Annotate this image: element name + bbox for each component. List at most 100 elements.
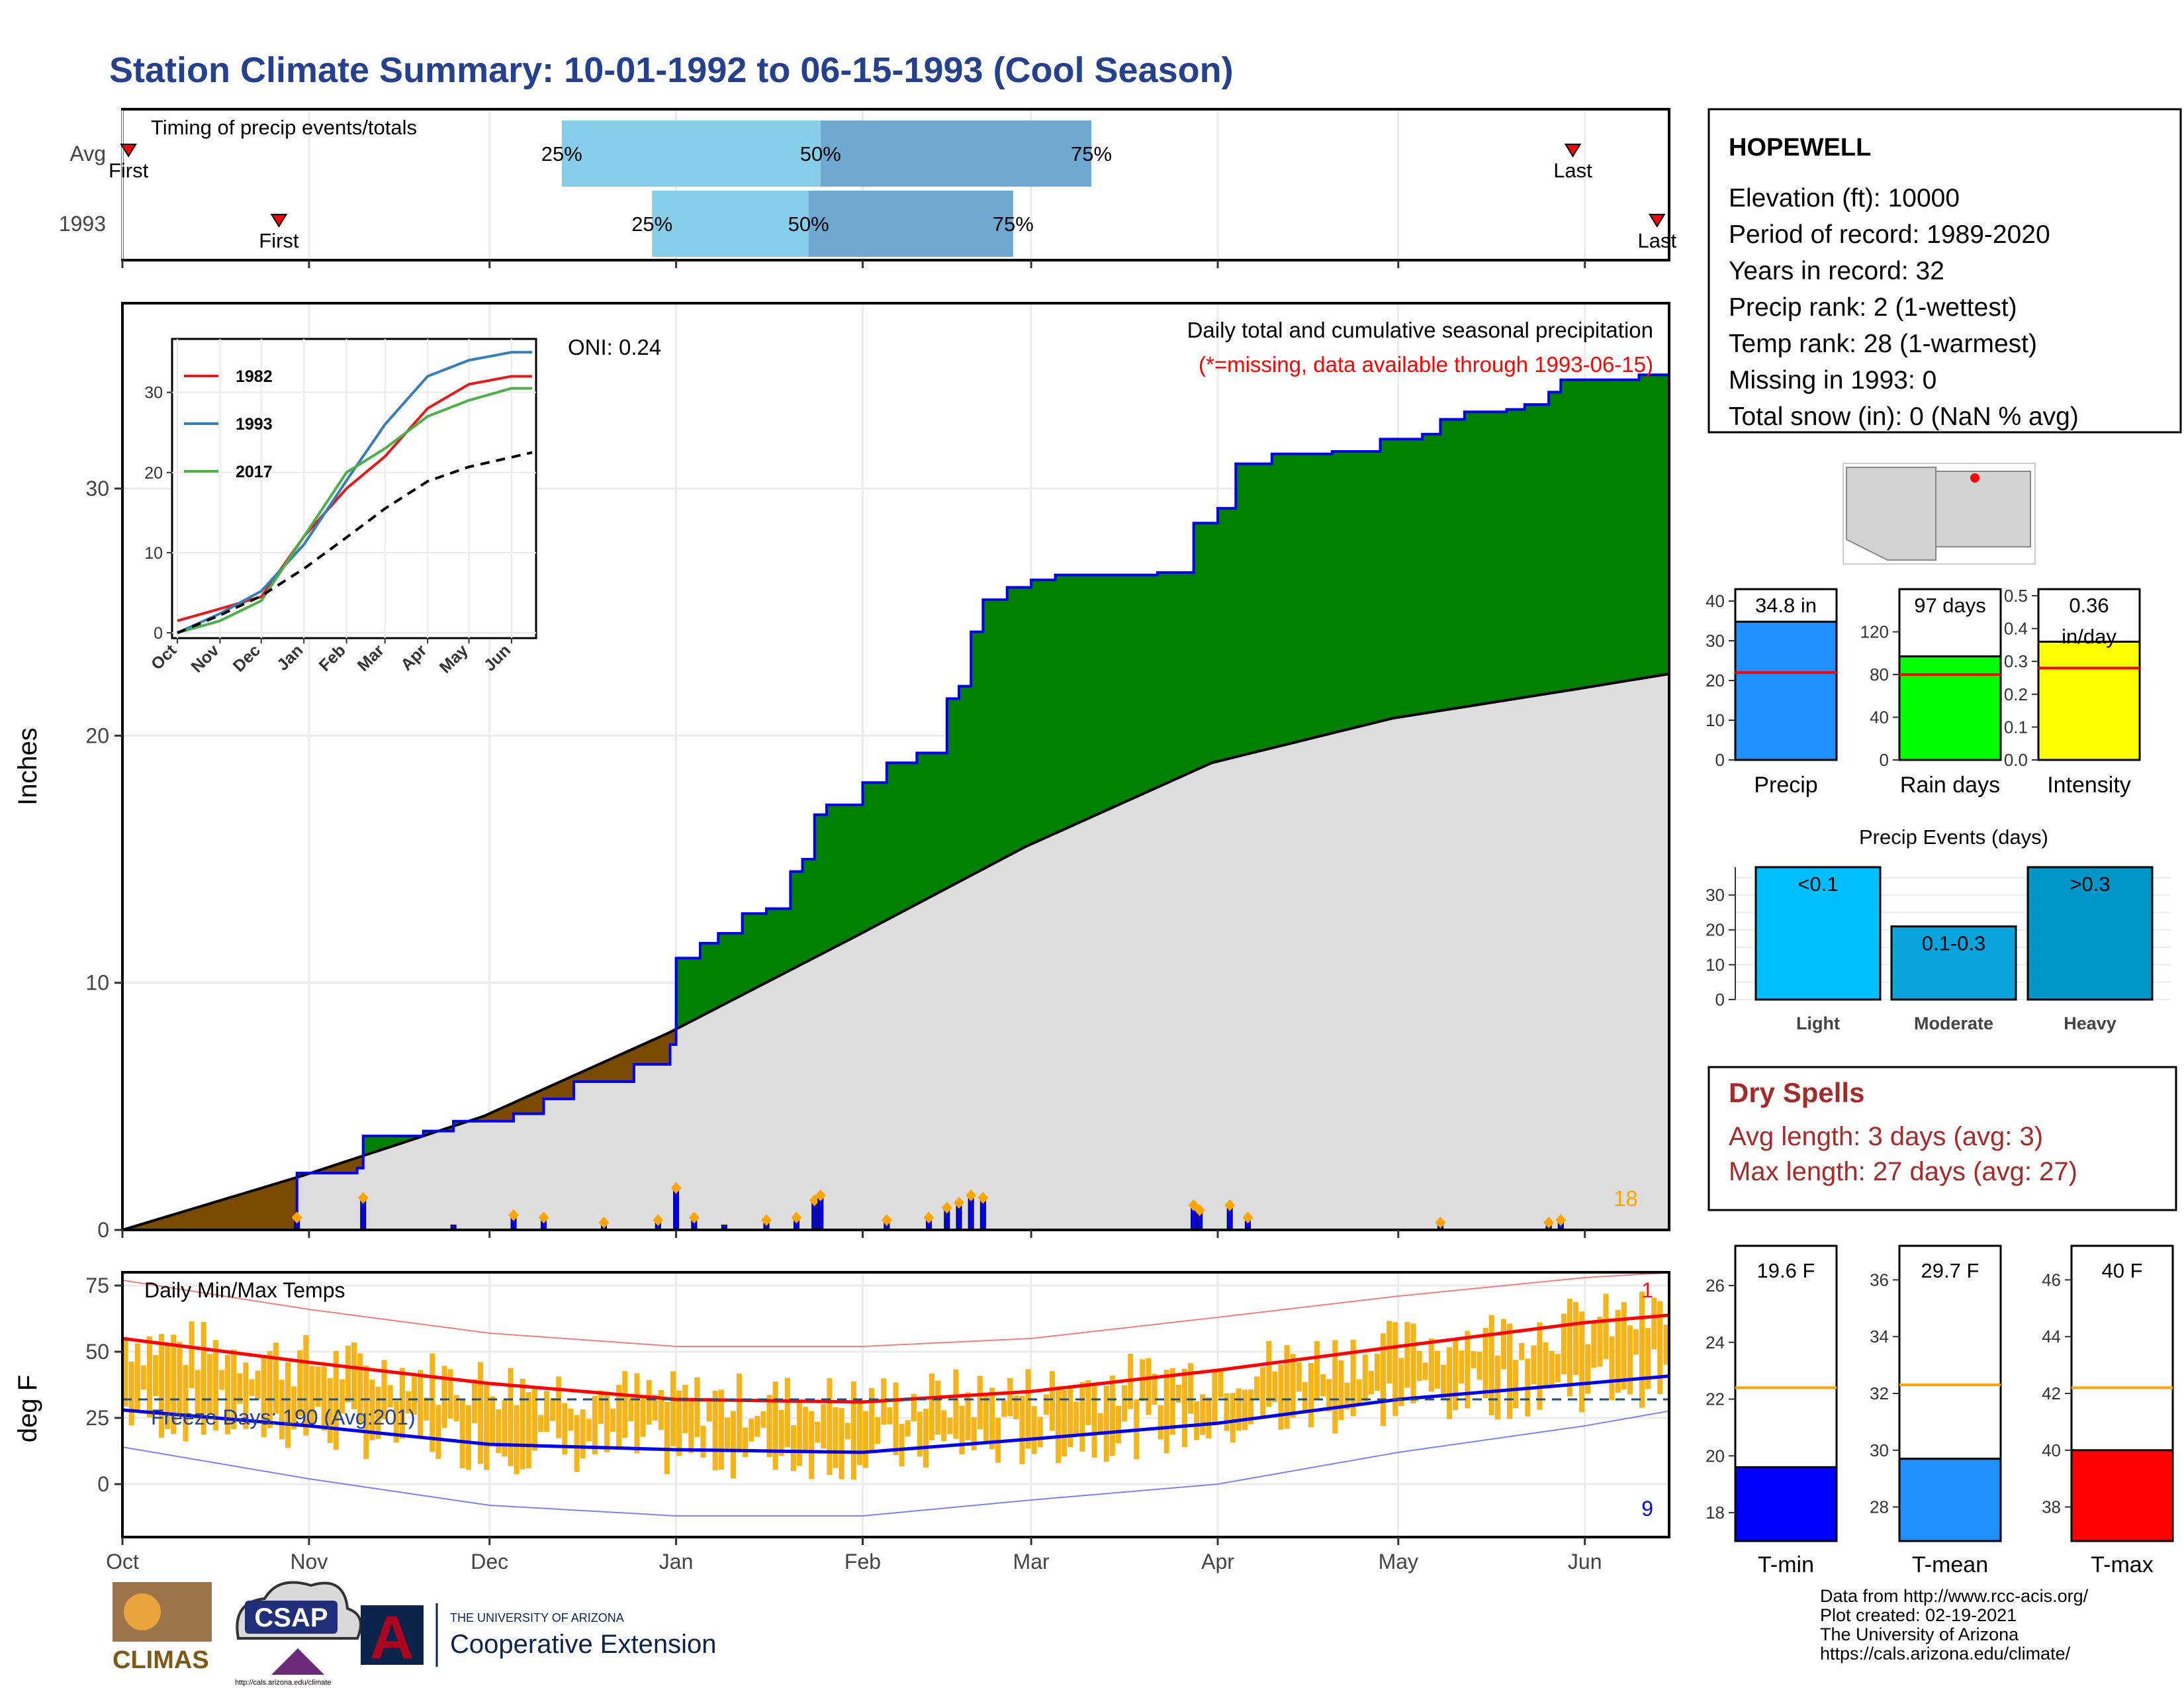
- daily-temp-bar: [977, 1376, 983, 1430]
- daily-temp-bar: [1332, 1340, 1338, 1434]
- daily-temp-bar: [694, 1377, 700, 1437]
- quartile-label: 50%: [788, 212, 829, 236]
- daily-temp-bar: [1212, 1371, 1218, 1422]
- temp-summary-bar: [2070, 1449, 2174, 1542]
- daily-temp-bar: [580, 1409, 586, 1459]
- daily-temp-bar: [243, 1362, 249, 1429]
- daily-temp-bar: [1459, 1350, 1465, 1384]
- temps-panel: deg F 0 25 50 75 Daily Min/Max Temps Freeze…: [13, 1271, 1670, 1573]
- daily-temp-bar: [1272, 1371, 1278, 1403]
- summary-y-tick-label: 0.5: [2004, 586, 2028, 606]
- daily-temp-bar: [1416, 1350, 1422, 1382]
- daily-temp-bar: [803, 1407, 809, 1451]
- daily-temp-bar: [273, 1342, 279, 1414]
- footer-line-data: Data from http://www.rcc-acis.org/: [1820, 1586, 2089, 1606]
- daily-temp-bar: [411, 1376, 418, 1415]
- timing-row-avg: Avg: [69, 142, 106, 165]
- summary-bar: [1734, 620, 1838, 761]
- inset-series-line: [177, 451, 533, 634]
- daily-precip-marker: [1435, 1216, 1446, 1229]
- daily-precip-marker: [760, 1214, 772, 1227]
- daily-temp-bar: [827, 1378, 833, 1475]
- daily-temp-bar: [1404, 1322, 1410, 1388]
- summary-value-label: 0.36: [2069, 594, 2109, 617]
- daily-precip-marker: [1242, 1211, 1253, 1224]
- daily-temp-bar: [225, 1354, 231, 1434]
- daily-temp-bar: [1597, 1317, 1603, 1367]
- daily-precip-marker: [941, 1201, 952, 1214]
- daily-temp-bar: [1338, 1360, 1344, 1421]
- daily-temp-bar: [231, 1349, 237, 1429]
- daily-temp-bar: [929, 1373, 935, 1440]
- daily-temp-bar: [839, 1408, 844, 1479]
- daily-temp-bar: [1308, 1363, 1314, 1428]
- temp-summary-y-tick-label: 30: [1870, 1440, 1889, 1460]
- daily-temp-bar: [327, 1378, 333, 1443]
- events-bar-label: 0.1-0.3: [1922, 931, 1986, 955]
- summary-x-label: Precip: [1754, 773, 1817, 798]
- temp-summary-x-label: T-min: [1758, 1552, 1814, 1577]
- temps-y-tick-label: 25: [85, 1406, 109, 1430]
- daily-temp-bar: [1085, 1380, 1091, 1425]
- daily-temp-bar: [502, 1400, 508, 1457]
- daily-temp-bar: [496, 1409, 502, 1453]
- daily-precip-marker: [978, 1192, 989, 1204]
- precip-y-tick-label: 20: [85, 724, 109, 747]
- temps-frame: [121, 1271, 1670, 1538]
- daily-temp-bar: [1519, 1342, 1525, 1360]
- daily-temp-bar: [1482, 1327, 1488, 1399]
- daily-temp-bar: [1434, 1350, 1440, 1389]
- events-bar-label: >0.3: [2070, 872, 2110, 896]
- first-marker-icon: [120, 144, 137, 158]
- temps-x-tick-label: Feb: [844, 1550, 881, 1573]
- record-min-line: [122, 1410, 1670, 1517]
- daily-temp-bar: [1422, 1362, 1428, 1380]
- daily-temp-bar: [1471, 1351, 1477, 1368]
- daily-temp-bar: [760, 1411, 766, 1428]
- daily-precip-marker: [538, 1211, 549, 1224]
- daily-temp-bar: [1603, 1293, 1609, 1359]
- daily-temp-bar: [1031, 1406, 1037, 1454]
- daily-temp-bar: [1103, 1385, 1109, 1462]
- record-max-line: [122, 1272, 1670, 1347]
- station-period: Period of record: 1989-2020: [1729, 220, 2050, 249]
- inset-y-tick-label: 30: [144, 384, 163, 402]
- dry-spells-max: Max length: 27 days (avg: 27): [1729, 1157, 2077, 1186]
- temp-summary-y-tick-label: 44: [2042, 1327, 2061, 1346]
- daily-temp-bar: [628, 1397, 634, 1421]
- daily-temp-bar: [1350, 1339, 1356, 1417]
- daily-precip-marker: [1543, 1216, 1555, 1229]
- daily-temp-bar: [369, 1380, 375, 1440]
- daily-precip-marker: [1224, 1199, 1236, 1211]
- daily-temp-bar: [724, 1417, 730, 1449]
- summary-y-tick-label: 0.4: [2004, 619, 2028, 639]
- daily-temp-bar: [1513, 1360, 1519, 1409]
- daily-temp-bar: [766, 1395, 772, 1458]
- daily-temp-bar: [351, 1342, 357, 1409]
- daily-temp-bar: [478, 1362, 484, 1464]
- summary-y-tick-label: 40: [1706, 591, 1725, 611]
- precip-y-label: Inches: [13, 727, 42, 806]
- events-title: Precip Events (days): [1859, 825, 2048, 849]
- daily-temp-bar: [983, 1393, 989, 1442]
- daily-temp-bar: [1326, 1379, 1332, 1412]
- daily-temp-bar: [206, 1354, 212, 1415]
- daily-temp-bar: [869, 1387, 875, 1452]
- summary-y-tick-label: 0.1: [2004, 717, 2028, 737]
- daily-temp-bar: [1368, 1370, 1374, 1395]
- daily-temp-bar: [574, 1415, 580, 1472]
- daily-temp-bar: [676, 1390, 682, 1456]
- station-temp-rank: Temp rank: 28 (1-warmest): [1729, 330, 2037, 358]
- daily-temp-bar: [122, 1338, 128, 1407]
- daily-temp-bar: [435, 1405, 441, 1460]
- daily-temp-bar: [531, 1388, 537, 1451]
- daily-temp-bar: [1266, 1341, 1272, 1407]
- daily-precip-marker: [670, 1182, 682, 1194]
- daily-temp-bar: [339, 1379, 345, 1414]
- daily-precip-marker: [791, 1211, 802, 1224]
- record-low-count: 9: [1641, 1497, 1653, 1521]
- station-missing: Missing in 1993: 0: [1729, 366, 1936, 395]
- daily-temp-bar: [218, 1370, 225, 1390]
- daily-temp-bar: [1555, 1354, 1561, 1383]
- daily-temp-bar: [586, 1419, 592, 1442]
